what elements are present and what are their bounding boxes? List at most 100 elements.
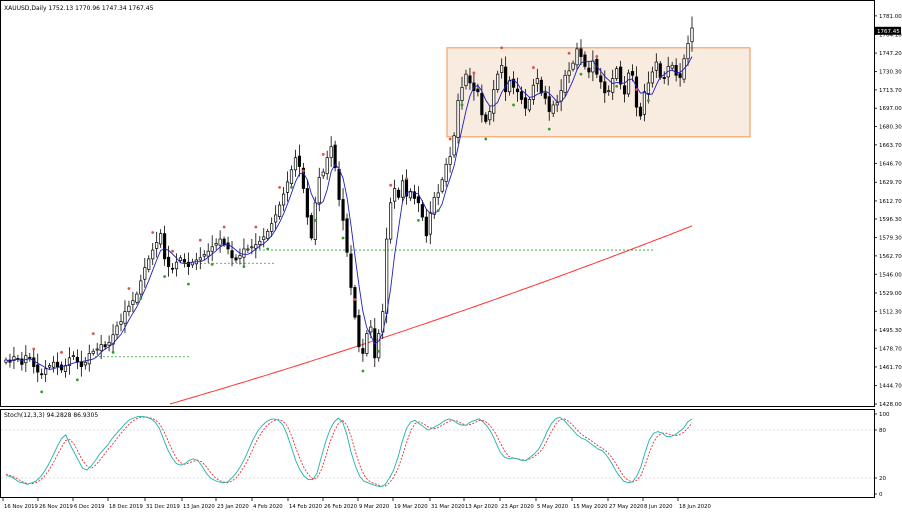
- candle-body: [607, 90, 611, 93]
- fractal-down-marker: [377, 349, 381, 353]
- candle: [408, 188, 413, 201]
- price-tick-label: 1428.00: [879, 402, 902, 408]
- time-tick-label: 27 May 2020: [609, 504, 644, 510]
- candle: [258, 236, 262, 250]
- candle-body: [147, 258, 151, 270]
- time-tick-label: 23 Apr 2020: [501, 504, 534, 510]
- candle-body: [349, 253, 353, 288]
- fractal-up-marker: [60, 350, 63, 354]
- candle-body: [420, 204, 424, 218]
- time-tick-label: 6 Dec 2019: [74, 504, 104, 510]
- candle: [301, 162, 305, 194]
- candle: [198, 247, 202, 270]
- time-tick-label: 8 Jun 2020: [644, 504, 673, 510]
- candle: [83, 356, 87, 370]
- candle-body: [587, 67, 591, 73]
- candle-body: [484, 114, 488, 122]
- candle: [127, 300, 131, 317]
- candle: [389, 197, 393, 244]
- candle-body: [258, 240, 262, 245]
- candle-body: [297, 155, 302, 167]
- candle: [79, 350, 83, 377]
- candle: [170, 262, 175, 274]
- time-tick-label: 9 Mar 2020: [359, 504, 390, 510]
- candle: [202, 250, 206, 260]
- candle: [52, 356, 56, 373]
- time-tick-label: 31 Dec 2019: [146, 504, 180, 510]
- candle: [135, 291, 139, 305]
- time-tick-label: 15 May 2020: [573, 504, 608, 510]
- candle-body: [289, 169, 294, 184]
- candle: [615, 66, 619, 81]
- candle-body: [575, 48, 579, 66]
- candle: [646, 71, 650, 104]
- candle: [571, 60, 575, 72]
- price-tick-label: 1697.00: [879, 106, 902, 112]
- fractal-up-marker: [198, 238, 202, 242]
- candle-body: [496, 73, 500, 90]
- candle-body: [159, 233, 163, 245]
- candle: [424, 209, 428, 243]
- time-axis: 16 Nov 2019 26 Nov 2019 6 Dec 2019 18 Dec 2…: [2, 498, 711, 510]
- candle: [587, 61, 591, 79]
- fractal-down-marker: [187, 282, 190, 286]
- fractal-down-marker: [242, 265, 246, 268]
- stoch-tick-label: 100: [879, 412, 890, 418]
- fractal-up-marker: [635, 88, 638, 91]
- candle-body: [436, 192, 440, 198]
- candle: [71, 351, 75, 361]
- fractal-up-marker: [353, 298, 357, 301]
- candle-body: [321, 171, 325, 177]
- time-tick-label: 19 Mar 2020: [394, 504, 428, 510]
- price-tick-label: 1646.70: [879, 162, 902, 168]
- candle-body: [238, 255, 242, 259]
- candle-body: [658, 63, 662, 78]
- fractal-up-marker: [127, 287, 131, 290]
- candle: [254, 233, 258, 259]
- candle: [210, 235, 214, 262]
- fractal-down-marker: [512, 103, 515, 107]
- candle: [238, 248, 242, 265]
- slow-moving-average: [169, 225, 693, 405]
- candle-body: [488, 111, 492, 121]
- candle: [309, 212, 313, 241]
- candle: [686, 35, 690, 66]
- candle: [428, 201, 432, 245]
- candle: [317, 167, 321, 212]
- candle: [206, 243, 210, 264]
- candle-body: [662, 77, 666, 79]
- candle: [329, 136, 333, 167]
- candle-body: [234, 257, 238, 261]
- candle-body: [55, 361, 60, 367]
- price-tick-label: 1713.70: [879, 88, 902, 94]
- candle-body: [151, 249, 155, 260]
- candle-body: [674, 65, 678, 76]
- candle: [281, 186, 286, 212]
- candle: [297, 144, 302, 177]
- candle: [174, 253, 179, 277]
- price-tick-label: 1478.70: [879, 346, 902, 352]
- price-tick-label: 1781.00: [879, 14, 902, 20]
- candle: [155, 231, 159, 258]
- fractal-down-marker: [111, 350, 115, 354]
- candle-body: [337, 168, 341, 200]
- price-tick-label: 1596.30: [879, 217, 902, 223]
- candle: [365, 330, 369, 357]
- fractal-up-marker: [301, 169, 305, 173]
- candle: [543, 85, 547, 105]
- candle-body: [440, 179, 444, 192]
- candle: [531, 79, 535, 105]
- time-tick-label: 5 May 2020: [537, 504, 569, 510]
- candle-body: [333, 144, 337, 168]
- chart-title: XAUUSD,Daily 1752.13 1770.96 1747.34 176…: [4, 5, 154, 12]
- candle-body: [650, 71, 654, 84]
- candle-body: [119, 321, 123, 325]
- candle: [278, 201, 282, 220]
- candle: [20, 351, 24, 371]
- candle: [416, 186, 420, 213]
- fractal-down-marker: [75, 378, 79, 382]
- candle-body: [206, 250, 210, 257]
- candle: [32, 349, 36, 374]
